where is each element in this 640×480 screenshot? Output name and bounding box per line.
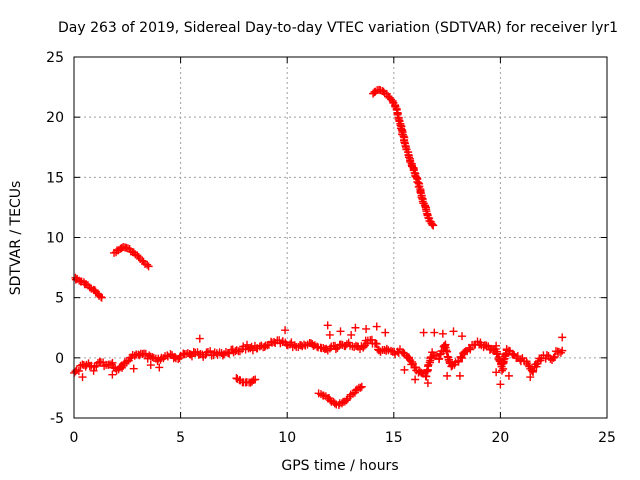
data-point <box>251 375 260 384</box>
data-point <box>466 345 475 354</box>
data-point <box>492 368 501 377</box>
data-point <box>381 328 390 337</box>
data-point <box>413 177 422 186</box>
data-point <box>347 330 356 339</box>
data-point <box>353 385 362 394</box>
data-point <box>423 379 432 388</box>
data-point <box>558 346 567 355</box>
y-tick-label: 15 <box>46 170 64 186</box>
data-point <box>97 293 106 302</box>
data-point <box>146 361 155 370</box>
data-point <box>74 366 83 375</box>
data-point <box>400 365 409 374</box>
data-layer <box>70 85 567 410</box>
grid-layer <box>74 57 607 418</box>
x-axis-title: GPS time / hours <box>281 458 398 474</box>
data-point <box>144 262 153 271</box>
x-tick-label: 20 <box>491 430 509 446</box>
data-point <box>492 341 501 350</box>
data-point <box>362 324 371 333</box>
data-point <box>85 283 94 292</box>
data-point <box>542 351 551 360</box>
data-point <box>76 361 85 370</box>
data-point <box>504 371 513 380</box>
data-point <box>325 330 334 339</box>
y-tick-label: 20 <box>46 110 64 126</box>
data-point <box>372 322 381 331</box>
data-point <box>323 321 332 330</box>
data-point <box>496 380 505 389</box>
data-point <box>359 342 368 351</box>
data-point <box>435 354 444 363</box>
y-tick-label: 5 <box>55 291 64 307</box>
data-point <box>372 339 381 348</box>
data-point <box>371 87 380 96</box>
data-point <box>248 346 257 355</box>
data-point <box>108 358 117 367</box>
data-point <box>497 366 506 375</box>
data-point <box>78 373 87 382</box>
data-point <box>443 371 452 380</box>
data-point <box>331 345 340 354</box>
data-point <box>550 352 559 361</box>
y-tick-label: -5 <box>50 411 64 427</box>
data-point <box>143 260 152 269</box>
data-point <box>457 352 466 361</box>
data-point <box>421 372 430 381</box>
data-point <box>454 357 463 366</box>
data-point <box>430 328 439 337</box>
data-point <box>155 363 164 372</box>
y-tick-label: 10 <box>46 231 64 247</box>
data-point <box>195 334 204 343</box>
y-tick-label: 0 <box>55 351 64 367</box>
y-axis-title: SDTVAR / TECUs <box>8 181 24 296</box>
data-point <box>419 328 428 337</box>
data-point <box>458 354 467 363</box>
data-point <box>408 358 417 367</box>
x-tick-label: 15 <box>385 430 403 446</box>
data-point <box>108 370 117 379</box>
data-point <box>89 366 98 375</box>
data-point <box>449 327 458 336</box>
y-tick-label: 25 <box>46 50 64 66</box>
data-point <box>529 367 538 376</box>
data-point <box>281 326 290 335</box>
x-tick-label: 0 <box>70 430 79 446</box>
data-point <box>501 350 510 359</box>
data-point <box>428 220 437 229</box>
data-point <box>90 363 99 372</box>
data-point <box>148 353 157 362</box>
data-point <box>357 382 366 391</box>
data-point <box>526 373 535 382</box>
data-point <box>455 371 464 380</box>
x-tick-label: 10 <box>278 430 296 446</box>
data-point <box>411 375 420 384</box>
data-point <box>351 323 360 332</box>
data-point <box>458 332 467 341</box>
data-point <box>549 353 558 362</box>
data-point <box>336 327 345 336</box>
data-point <box>558 333 567 342</box>
data-point <box>438 329 447 338</box>
data-point <box>371 339 380 348</box>
data-point <box>313 342 322 351</box>
tick-layer: 0 5 10 15 20 25 -5 0 5 10 15 20 25 <box>46 50 616 446</box>
data-point <box>508 349 517 358</box>
data-point <box>356 383 365 392</box>
chart-title: Day 263 of 2019, Sidereal Day-to-day VTE… <box>58 20 618 36</box>
x-tick-label: 25 <box>598 430 616 446</box>
x-tick-label: 5 <box>176 430 185 446</box>
data-point <box>122 357 131 366</box>
data-point <box>206 347 215 356</box>
data-point <box>442 347 451 356</box>
data-point <box>166 350 175 359</box>
data-point <box>429 221 438 230</box>
data-point <box>118 363 127 372</box>
data-point <box>382 344 391 353</box>
data-point <box>129 364 138 373</box>
data-point <box>482 341 491 350</box>
